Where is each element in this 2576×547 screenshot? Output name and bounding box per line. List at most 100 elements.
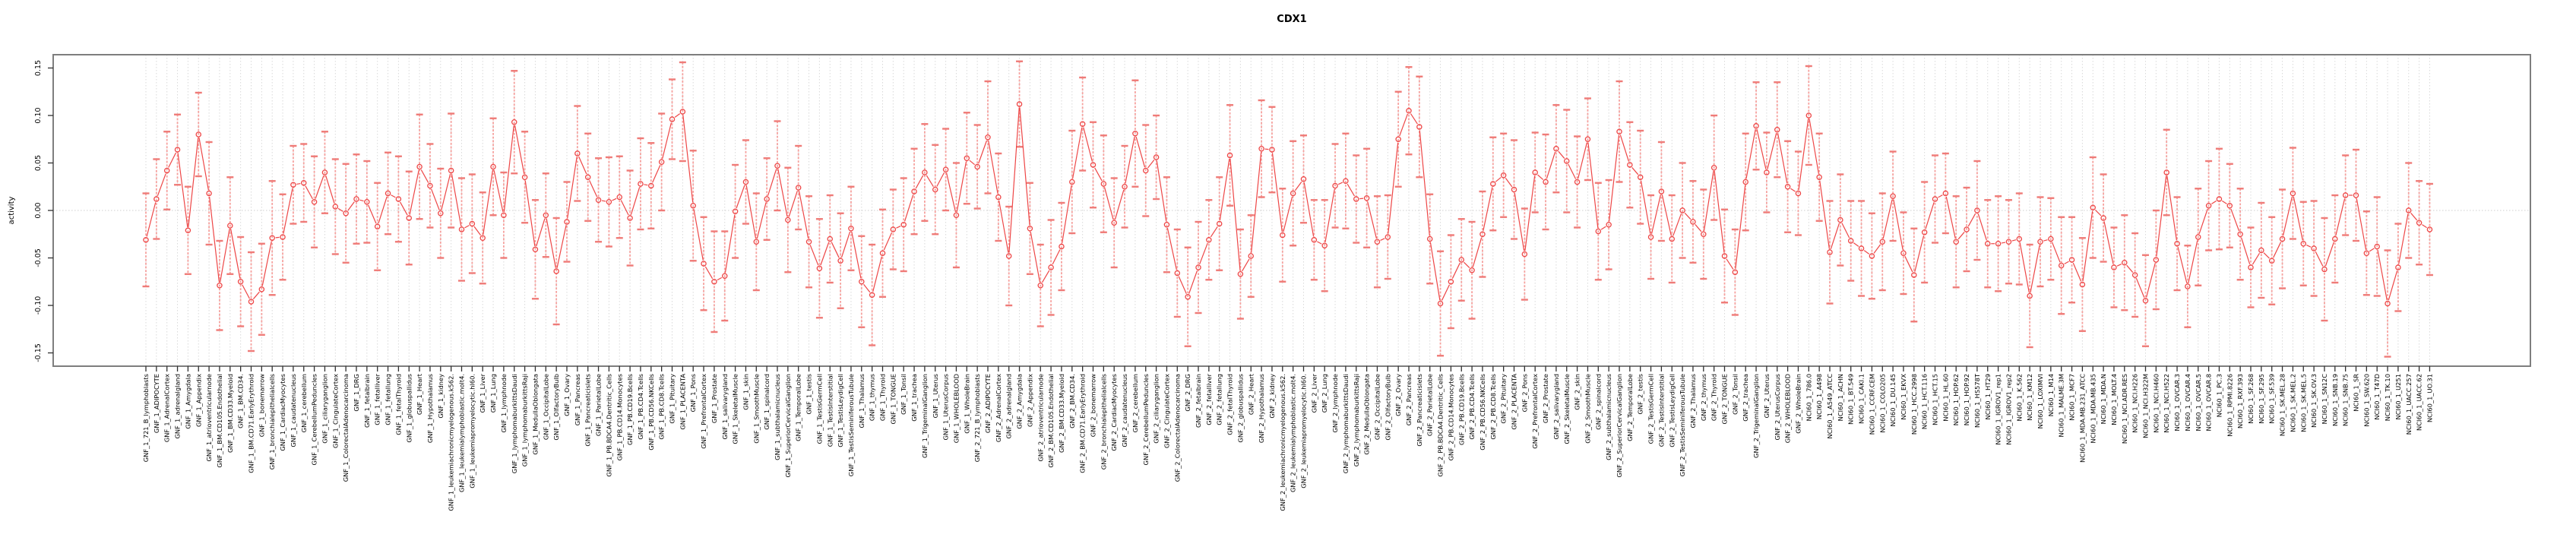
x-tick-label: GNF_2_bronchialepithelialcells [1100,374,1107,470]
data-point [1827,249,1833,255]
series-segment [1790,188,1796,192]
series-segment [883,232,893,251]
series-segment [1695,224,1702,232]
series-segment [473,226,482,236]
data-point [438,210,444,217]
x-tick-label: GNF_1_ParietalLobe [595,374,603,436]
data-point [2332,236,2338,242]
data-point [206,190,212,197]
x-tick-label: GNF_1_Heart [416,373,423,415]
series-segment [652,165,661,183]
data-point [1332,182,1338,189]
x-tick-label: GNF_1_bronchialepithelialcells [268,374,276,470]
data-point [2079,281,2086,288]
data-point [1532,169,1538,175]
series-segment [2252,253,2261,265]
x-tick-label: GNF_1_PrefrontalCortex [700,374,707,449]
series-segment [736,185,745,209]
x-tick-label: NCI60_1_RXF.393 [2236,374,2244,428]
x-tick-label: GNF_1_Prostate [710,374,718,423]
data-point [2226,202,2233,209]
x-tick-label: GNF_1_TestisLeydigCell [837,374,844,447]
x-tick-label: NCI60_1_MDA.N [2100,374,2107,424]
data-point [217,282,223,289]
x-tick-label: GNF_2_CerebellumPeduncles [1142,374,1150,465]
series-segment [420,169,429,183]
data-point [669,116,676,122]
data-point [1974,207,1980,213]
series-segment [378,196,388,224]
x-tick-label: GNF_2_fetalbrain [1195,374,1202,428]
y-tick-label: 0.15 [34,60,43,76]
x-tick-label: GNF_1_Uterus [932,374,939,418]
data-point [416,163,422,170]
series-segment [798,191,809,239]
data-point [2405,207,2412,213]
series-segment [2263,252,2270,259]
x-tick-label: NCI60_1_U251 [2394,374,2402,420]
data-point [269,235,275,241]
data-point [1490,181,1496,187]
data-point [2163,169,2169,175]
series-segment [209,196,220,283]
x-tick-label: GNF_1_Lung [489,374,497,413]
data-point [1511,186,1517,193]
x-tick-label: GNF_2_PB.CD56.NKCells [1479,374,1486,451]
data-point [374,223,381,229]
x-tick-label: NCI60_1_HS578T [1973,373,1981,428]
x-tick-label: GNF_2_lymphomaburkittsDaudi [1342,374,1350,473]
data-point [1027,225,1033,232]
data-point [900,221,907,228]
series-segment [2095,209,2102,217]
series-segment [1156,160,1167,222]
x-tick-label: GNF_2_skin [1574,374,1581,410]
x-tick-label: GNF_2_Liver [1310,373,1318,413]
x-tick-label: GNF_2_BM.CD71.EarlyErythroid [1079,374,1087,473]
series-segment [2001,242,2006,244]
data-point [2300,240,2306,247]
series-segment [2282,196,2293,236]
x-tick-label: GNF_2_Thalamus [1689,374,1697,428]
x-tick-label: GNF_2_OccipitalLobe [1373,374,1381,440]
x-tick-label: NCI60_1_SF.295 [2258,374,2265,424]
series-segment [464,225,470,229]
x-tick-label: NCI60_1_OVCAR.4 [2184,374,2191,432]
x-tick-label: GNF_2_Amygdala [1016,374,1024,429]
series-segment [988,141,998,194]
series-segment [926,175,934,187]
x-tick-label: GNF_1_PB.CD19.Bcells [626,374,634,445]
series-segment [1210,226,1218,238]
series-segment [283,188,293,234]
data-point [974,163,980,170]
data-point [1647,234,1654,240]
x-tick-label: GNF_2_Ovary [1394,374,1402,416]
series-segment [1863,250,1870,255]
data-point [869,292,875,298]
series-segment [872,256,882,292]
x-tick-label: GNF_2_Pancreaticislets [1416,374,1423,447]
series-segment [368,204,377,224]
data-point [2195,234,2201,240]
x-tick-label: GNF_2_fetalliver [1205,373,1213,425]
series-segment [1703,171,1714,231]
series-segment [1083,127,1093,162]
series-segment [242,284,250,299]
data-point [1710,164,1717,171]
data-point [1174,270,1181,277]
series-segment [188,138,199,227]
series-segment [1147,160,1155,169]
series-segment [1094,167,1103,182]
data-point [1100,181,1107,187]
data-point [995,194,1002,201]
series-segment [2146,263,2156,298]
series-segment [2051,242,2061,263]
x-tick-label: NCI60_1_MALME.3M [2058,374,2065,438]
series-segment [704,266,714,280]
x-tick-label: GNF_2_AdrenalCortex [995,374,1002,442]
x-tick-label: GNF_2_Thyroid [1710,374,1718,421]
x-tick-label: GNF_2_TestisInterstitial [1657,374,1665,447]
data-point [343,210,349,217]
series-segment [168,152,177,168]
series-segment [1558,150,1565,159]
